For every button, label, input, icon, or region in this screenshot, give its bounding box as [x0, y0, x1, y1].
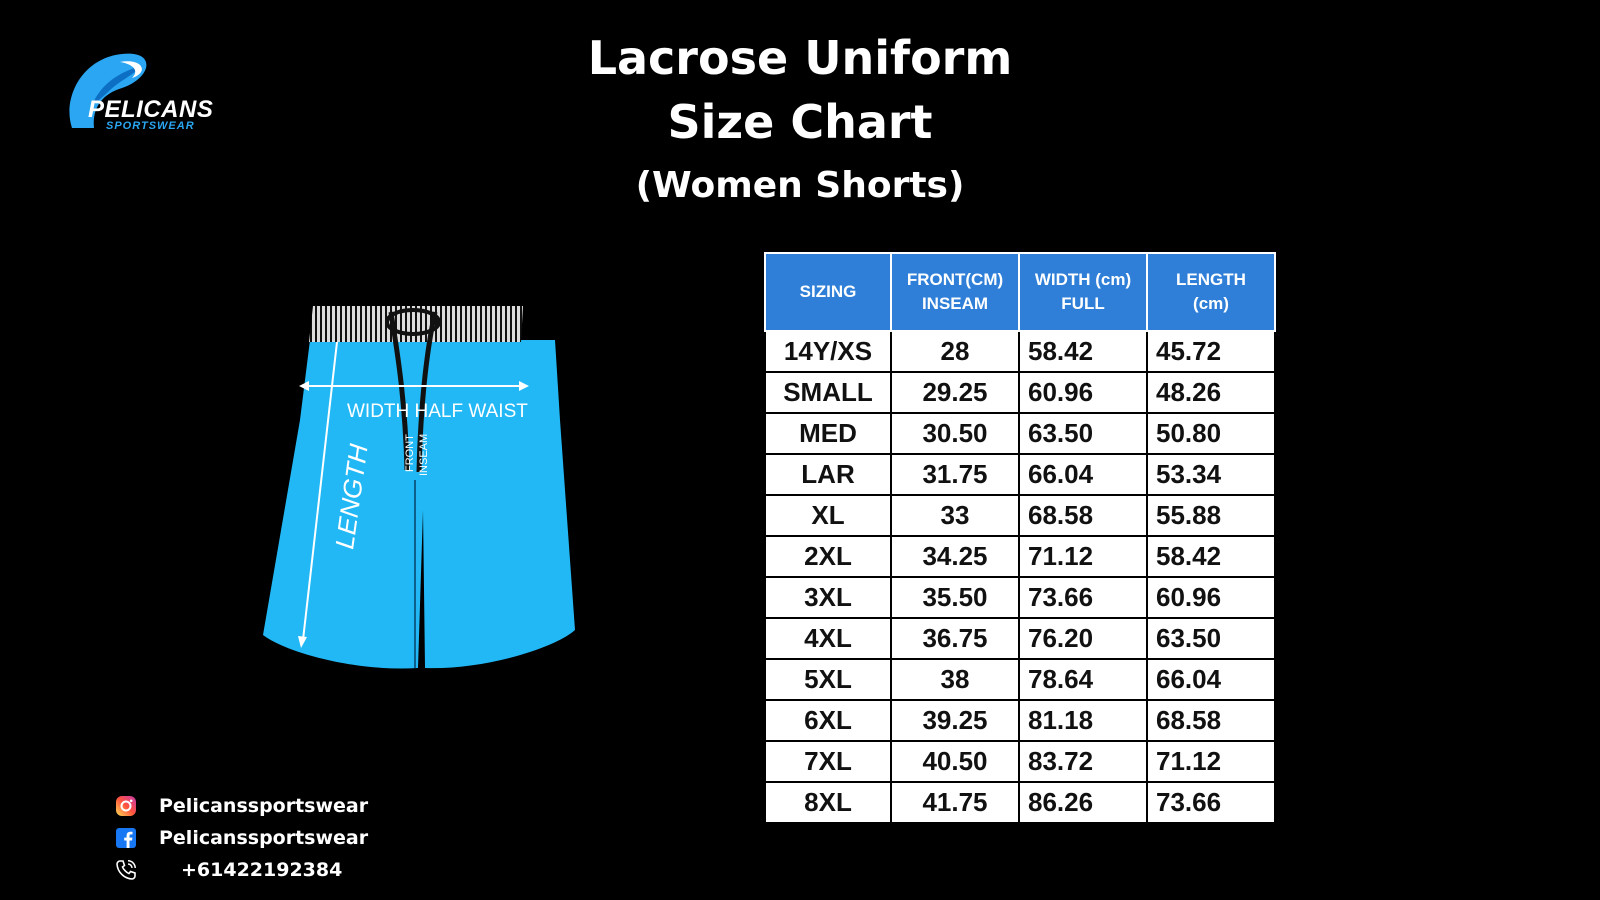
- header-sizing: SIZING: [764, 252, 892, 332]
- width-full-cell: 83.72: [1018, 740, 1148, 783]
- width-full-cell: 66.04: [1018, 453, 1148, 496]
- length-cell: 73.66: [1146, 781, 1276, 824]
- waistband: [309, 306, 523, 342]
- table-row: 8XL 41.75 86.26 73.66: [764, 781, 1276, 824]
- size-cell: LAR: [764, 453, 892, 496]
- length-cell: 68.58: [1146, 699, 1276, 742]
- table-row: 3XL 35.50 73.66 60.96: [764, 576, 1276, 619]
- header-width-full: WIDTH (cm) FULL: [1018, 252, 1148, 332]
- length-cell: 48.26: [1146, 371, 1276, 414]
- front-inseam-cell: 39.25: [890, 699, 1020, 742]
- table-row: XL 33 68.58 55.88: [764, 494, 1276, 537]
- length-cell: 63.50: [1146, 617, 1276, 660]
- front-inseam-cell: 30.50: [890, 412, 1020, 455]
- length-cell: 55.88: [1146, 494, 1276, 537]
- table-row: 14Y/XS 28 58.42 45.72: [764, 330, 1276, 373]
- size-cell: SMALL: [764, 371, 892, 414]
- facebook-contact[interactable]: Pelicanssportswear: [115, 827, 368, 849]
- brand-tagline: SPORTSWEAR: [106, 120, 195, 132]
- front-inseam-cell: 33: [890, 494, 1020, 537]
- shorts-body: [263, 340, 575, 669]
- size-chart-table: SIZING FRONT(CM) INSEAM WIDTH (cm) FULL LE…: [764, 252, 1276, 824]
- table-row: 4XL 36.75 76.20 63.50: [764, 617, 1276, 660]
- front-inseam-cell: 29.25: [890, 371, 1020, 414]
- front-inseam-cell: 35.50: [890, 576, 1020, 619]
- table-header-row: SIZING FRONT(CM) INSEAM WIDTH (cm) FULL LE…: [764, 252, 1276, 332]
- phone-contact[interactable]: +61422192384: [115, 859, 342, 881]
- size-cell: 14Y/XS: [764, 330, 892, 373]
- length-cell: 53.34: [1146, 453, 1276, 496]
- front-inseam-cell: 28: [890, 330, 1020, 373]
- width-full-cell: 71.12: [1018, 535, 1148, 578]
- instagram-contact[interactable]: Pelicanssportswear: [115, 795, 368, 817]
- width-full-cell: 73.66: [1018, 576, 1148, 619]
- phone-icon: [115, 859, 137, 881]
- front-inseam-cell: 41.75: [890, 781, 1020, 824]
- size-cell: 6XL: [764, 699, 892, 742]
- size-cell: 3XL: [764, 576, 892, 619]
- facebook-icon: [115, 827, 137, 849]
- table-row: 7XL 40.50 83.72 71.12: [764, 740, 1276, 783]
- width-full-cell: 86.26: [1018, 781, 1148, 824]
- instagram-handle: Pelicanssportswear: [159, 795, 369, 817]
- width-full-cell: 81.18: [1018, 699, 1148, 742]
- header-front-inseam: FRONT(CM) INSEAM: [890, 252, 1020, 332]
- size-cell: MED: [764, 412, 892, 455]
- length-cell: 58.42: [1146, 535, 1276, 578]
- instagram-icon: [115, 795, 137, 817]
- header-length: LENGTH (cm): [1146, 252, 1276, 332]
- length-cell: 50.80: [1146, 412, 1276, 455]
- length-cell: 45.72: [1146, 330, 1276, 373]
- title-line-2: Size Chart: [667, 95, 933, 149]
- length-cell: 66.04: [1146, 658, 1276, 701]
- brand-name: PELICANS: [88, 96, 214, 123]
- table-row: LAR 31.75 66.04 53.34: [764, 453, 1276, 496]
- table-row: 6XL 39.25 81.18 68.58: [764, 699, 1276, 742]
- front-label: FRONT: [404, 434, 416, 472]
- width-full-cell: 78.64: [1018, 658, 1148, 701]
- table-row: 2XL 34.25 71.12 58.42: [764, 535, 1276, 578]
- size-cell: 7XL: [764, 740, 892, 783]
- phone-number: +61422192384: [181, 859, 343, 881]
- size-cell: 2XL: [764, 535, 892, 578]
- width-full-cell: 60.96: [1018, 371, 1148, 414]
- table-row: 5XL 38 78.64 66.04: [764, 658, 1276, 701]
- width-full-cell: 68.58: [1018, 494, 1148, 537]
- length-cell: 71.12: [1146, 740, 1276, 783]
- front-inseam-cell: 36.75: [890, 617, 1020, 660]
- brand-logo: [62, 48, 232, 138]
- width-full-cell: 58.42: [1018, 330, 1148, 373]
- front-inseam-cell: 38: [890, 658, 1020, 701]
- length-cell: 60.96: [1146, 576, 1276, 619]
- size-cell: XL: [764, 494, 892, 537]
- title-line-3: (Women Shorts): [635, 165, 965, 206]
- title-line-1: Lacrose Uniform: [587, 31, 1013, 85]
- width-half-waist-label: WIDTH HALF WAIST: [347, 401, 528, 422]
- shorts-diagram: WIDTH HALF WAIST LENGTH FRONT INSEAM: [255, 300, 595, 700]
- inseam-label: INSEAM: [418, 434, 430, 476]
- size-cell: 5XL: [764, 658, 892, 701]
- size-cell: 8XL: [764, 781, 892, 824]
- front-inseam-cell: 34.25: [890, 535, 1020, 578]
- facebook-handle: Pelicanssportswear: [159, 827, 369, 849]
- table-row: MED 30.50 63.50 50.80: [764, 412, 1276, 455]
- width-full-cell: 76.20: [1018, 617, 1148, 660]
- pelican-logo-icon: [69, 53, 147, 128]
- width-full-cell: 63.50: [1018, 412, 1148, 455]
- table-row: SMALL 29.25 60.96 48.26: [764, 371, 1276, 414]
- front-inseam-cell: 40.50: [890, 740, 1020, 783]
- size-cell: 4XL: [764, 617, 892, 660]
- page-title: Lacrose Uniform Size Chart (Women Shorts…: [0, 26, 1600, 218]
- front-inseam-cell: 31.75: [890, 453, 1020, 496]
